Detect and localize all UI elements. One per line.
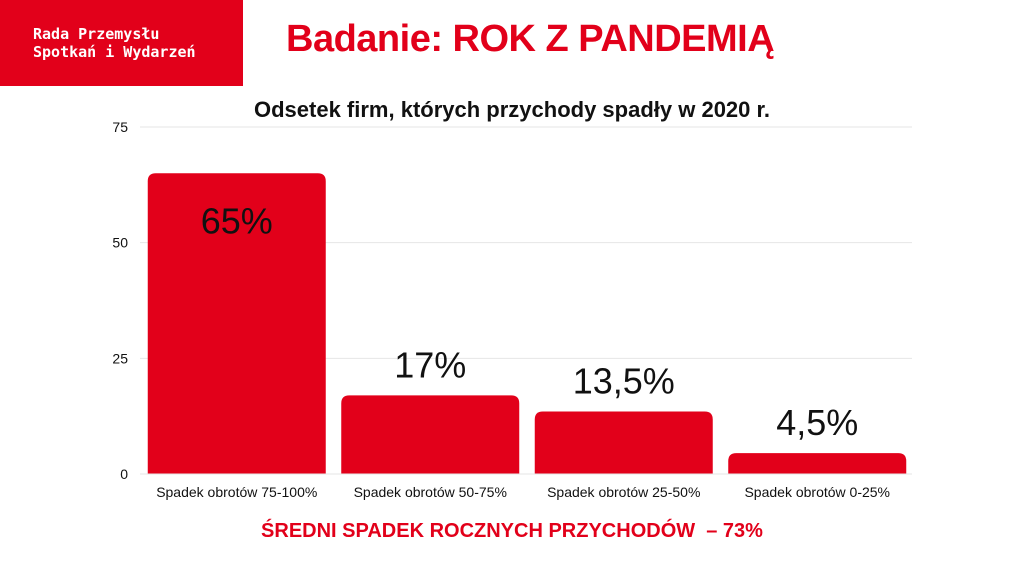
bar — [534, 411, 713, 474]
data-label: 17% — [394, 344, 466, 385]
logo-box: Rada Przemysłu Spotkań i Wydarzeń — [0, 0, 243, 86]
page-title: Badanie: ROK Z PANDEMIĄ — [286, 18, 775, 60]
data-label: 65% — [201, 200, 273, 241]
y-tick-label: 75 — [112, 119, 128, 135]
data-label: 13,5% — [573, 361, 675, 402]
average-decline-note: ŚREDNI SPADEK ROCZNYCH PRZYCHODÓW – 73% — [261, 520, 763, 542]
x-tick-label: Spadek obrotów 75-100% — [156, 484, 317, 500]
y-tick-label: 25 — [112, 350, 128, 366]
logo-line-1: Rada Przemysłu — [33, 25, 160, 43]
y-tick-label: 0 — [120, 466, 128, 482]
x-tick-label: Spadek obrotów 0-25% — [744, 484, 890, 500]
logo-line-2: Spotkań i Wydarzeń — [33, 43, 196, 61]
data-label: 4,5% — [776, 402, 858, 443]
x-tick-label: Spadek obrotów 50-75% — [354, 484, 507, 500]
x-tick-label: Spadek obrotów 25-50% — [547, 484, 700, 500]
logo-text: Rada Przemysłu Spotkań i Wydarzeń — [33, 25, 196, 61]
bar — [341, 395, 520, 474]
bar — [728, 453, 907, 474]
chart-title: Odsetek firm, których przychody spadły w… — [254, 97, 770, 122]
bar — [147, 173, 326, 474]
y-tick-label: 50 — [112, 235, 128, 251]
